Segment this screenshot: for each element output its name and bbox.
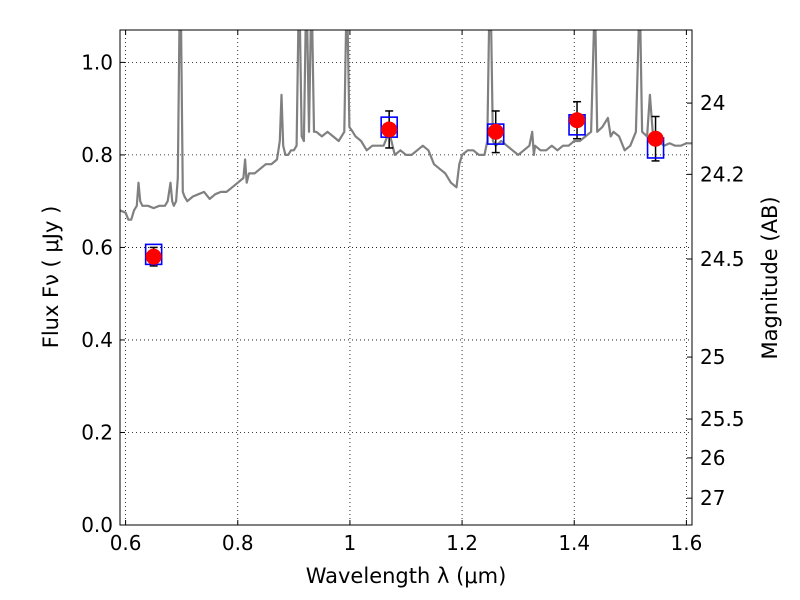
plot-frame — [119, 29, 693, 526]
right-tick-label: 24.5 — [700, 247, 745, 271]
y-axis-ticks: 0.0 0.2 0.4 0.6 0.8 1.0 — [81, 50, 125, 537]
y-tick-label: 0.2 — [81, 420, 113, 444]
spectrum-line — [120, 30, 692, 221]
x-tick-label: 1.4 — [558, 531, 590, 555]
observed-point — [145, 248, 162, 265]
x-tick-label: 0.8 — [222, 531, 254, 555]
right-tick-label: 27 — [700, 486, 725, 510]
x-axis-label: Wavelength λ (μm) — [306, 564, 507, 588]
observed-point — [381, 121, 398, 138]
observed-point — [647, 130, 664, 147]
right-tick-label: 24 — [700, 91, 725, 115]
y-tick-label: 0.8 — [81, 143, 113, 167]
error-bars — [149, 100, 660, 267]
grid — [120, 30, 692, 526]
y-tick-label: 0.0 — [81, 513, 113, 537]
observed-point — [487, 123, 504, 140]
x-tick-label: 1.2 — [446, 531, 478, 555]
right-tick-label: 24.2 — [700, 162, 745, 186]
y-axis-label-left: Flux Fν ( μJy ) — [39, 206, 63, 349]
y-tick-label: 1.0 — [81, 50, 113, 74]
right-tick-label: 25 — [700, 345, 725, 369]
x-tick-label: 1 — [344, 531, 357, 555]
right-tick-label: 25.5 — [700, 407, 745, 431]
right-axis-ticks: 24 24.2 24.5 25 25.5 26 27 — [687, 91, 745, 510]
observed-point-series — [145, 112, 664, 265]
y-axis-label-right: Magnitude (AB) — [758, 196, 782, 359]
observed-point — [569, 112, 586, 129]
y-tick-label: 0.4 — [81, 328, 113, 352]
y-tick-label: 0.6 — [81, 235, 113, 259]
x-tick-label: 0.6 — [110, 531, 142, 555]
x-axis-ticks: 0.6 0.8 1 1.2 1.4 1.6 — [110, 30, 702, 555]
right-tick-label: 26 — [700, 446, 725, 470]
x-tick-label: 1.6 — [670, 531, 702, 555]
spectrum-series — [120, 30, 692, 221]
